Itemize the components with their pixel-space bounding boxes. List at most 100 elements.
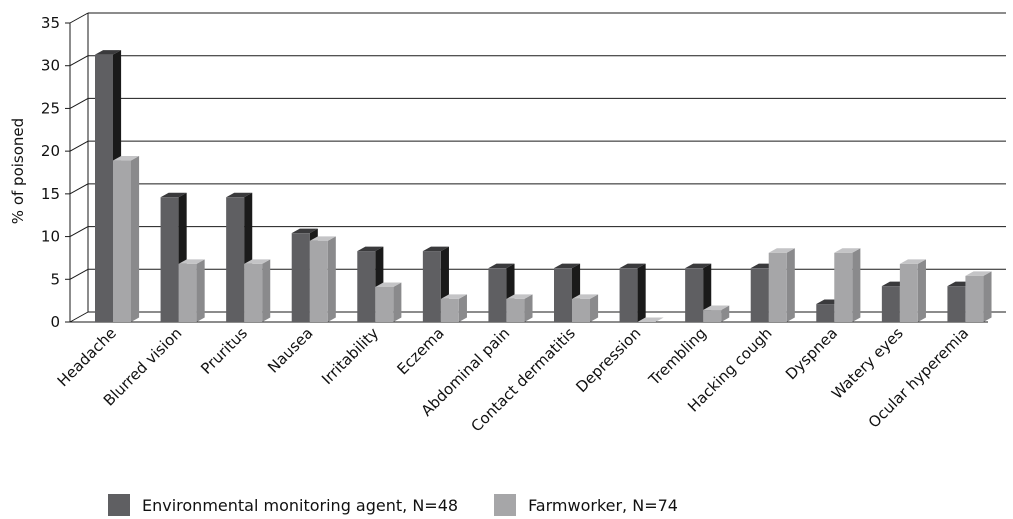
bar xyxy=(178,259,205,322)
bar xyxy=(637,317,664,322)
bar-front xyxy=(619,268,638,322)
x-category-label: Pruritus xyxy=(197,324,251,378)
bar-front xyxy=(881,286,900,322)
grid-depth-line xyxy=(69,97,89,109)
y-tick-label: 30 xyxy=(41,57,60,75)
grid-depth-line xyxy=(69,55,89,67)
bars xyxy=(95,50,992,322)
bar-front xyxy=(113,160,131,322)
legend-swatch-environmental-agent xyxy=(108,494,130,516)
bar-front xyxy=(160,197,179,322)
y-axis-title: % of poisoned xyxy=(9,118,27,224)
bar xyxy=(768,248,795,322)
bar-top xyxy=(834,248,861,253)
bar-side xyxy=(262,259,271,322)
bar-side xyxy=(524,294,533,322)
y-tick-label: 25 xyxy=(41,99,60,117)
x-category-label: Headache xyxy=(54,324,120,390)
bar-side xyxy=(786,248,795,322)
bar-top xyxy=(506,294,533,299)
bar-top xyxy=(160,192,187,198)
bar xyxy=(703,305,730,322)
bar-side xyxy=(458,294,467,322)
bar-top xyxy=(554,263,581,269)
bar-top xyxy=(440,294,467,299)
bar-top xyxy=(291,228,318,234)
bar-top xyxy=(768,248,795,253)
bar xyxy=(506,294,533,322)
bar xyxy=(619,263,646,322)
legend: Environmental monitoring agent, N=48 Far… xyxy=(108,494,714,516)
bar-top xyxy=(899,259,926,264)
bar-top xyxy=(488,263,515,269)
grid-depth-line xyxy=(69,140,89,152)
bar-front xyxy=(572,298,590,322)
y-tick-labels: 0 5 10 15 20 25 30 35 xyxy=(41,14,60,331)
y-tick-label: 10 xyxy=(41,228,60,246)
x-category-label: Nausea xyxy=(264,324,316,376)
bar-top xyxy=(375,282,402,287)
bar-front xyxy=(309,240,328,322)
x-category-label: Depression xyxy=(572,324,644,396)
bar-front xyxy=(965,275,984,322)
grid-lines xyxy=(69,12,1006,323)
bar-side xyxy=(196,259,205,322)
bar-side xyxy=(131,156,140,322)
bar-side xyxy=(983,271,992,322)
bar-top xyxy=(572,294,599,299)
bar-front xyxy=(178,263,197,322)
x-category-label: Dyspnea xyxy=(782,324,841,383)
bar-side xyxy=(327,236,336,322)
grid-depth-line xyxy=(69,226,89,238)
legend-label-environmental-agent: Environmental monitoring agent, N=48 xyxy=(142,495,459,515)
bar-top xyxy=(619,263,646,269)
bar xyxy=(899,259,926,322)
bar-front xyxy=(703,310,722,322)
bar-top xyxy=(422,246,449,252)
bar-front xyxy=(768,252,787,322)
x-category-label: Irritability xyxy=(318,324,382,388)
bar-front xyxy=(506,298,525,322)
y-tick-label: 35 xyxy=(41,14,60,32)
legend-swatch-farmworker xyxy=(494,494,517,516)
bar-side xyxy=(917,259,926,322)
bar-front xyxy=(422,251,441,322)
bar xyxy=(113,156,140,322)
bar-side xyxy=(637,263,646,322)
bar-side xyxy=(721,305,730,322)
x-category-label: Trembling xyxy=(645,324,710,389)
bar-front xyxy=(685,268,704,322)
y-tick-label: 5 xyxy=(50,270,60,288)
bar-top xyxy=(703,305,730,311)
bar xyxy=(440,294,467,322)
grid-depth-line xyxy=(69,12,89,24)
bar-front xyxy=(834,252,853,322)
y-tick-label: 15 xyxy=(41,185,60,203)
bar-front xyxy=(440,298,459,322)
bar-top xyxy=(309,236,336,241)
bar-top xyxy=(244,259,271,264)
legend-item-farmworker: Farmworker, N=74 xyxy=(494,494,678,516)
bar-front xyxy=(95,54,113,322)
bar xyxy=(965,271,992,322)
bar-front xyxy=(750,268,769,322)
grid-depth-line xyxy=(69,183,89,195)
bar-top xyxy=(685,263,712,269)
x-category-label: Eczema xyxy=(393,324,447,378)
bar-top xyxy=(113,156,140,161)
y-tick-label: 0 xyxy=(50,313,60,331)
bar-top xyxy=(965,271,992,276)
bar-front xyxy=(488,268,507,322)
bar xyxy=(309,236,336,322)
bar-top xyxy=(95,50,122,55)
bar xyxy=(244,259,271,322)
bar-front xyxy=(291,233,310,322)
bar-front xyxy=(899,263,918,322)
bar-side xyxy=(590,294,599,322)
y-tick-label: 20 xyxy=(41,142,60,160)
bar xyxy=(375,282,402,322)
bar-front xyxy=(226,197,245,322)
legend-label-farmworker: Farmworker, N=74 xyxy=(528,495,678,515)
